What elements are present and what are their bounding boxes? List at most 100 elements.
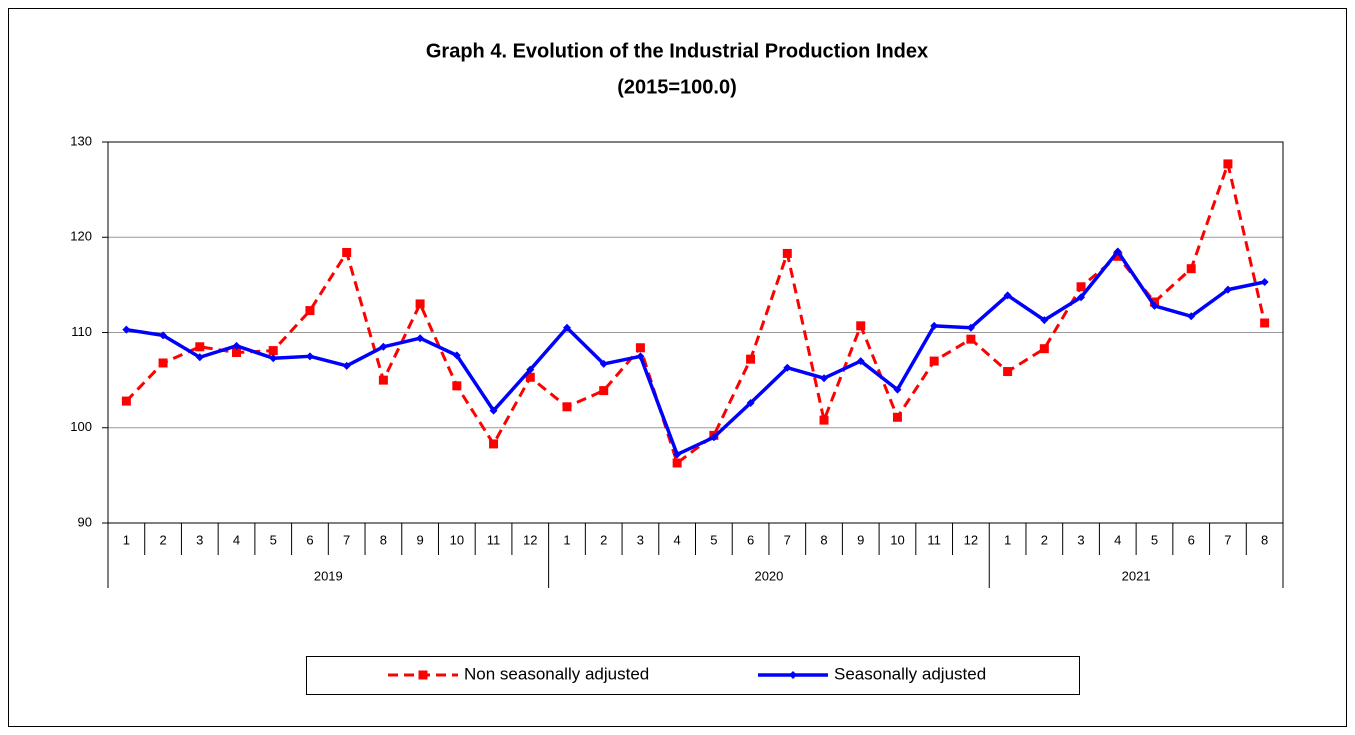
x-tick-label: 7 xyxy=(1224,532,1231,547)
data-point xyxy=(195,342,205,352)
data-point xyxy=(305,306,315,316)
x-tick-label: 6 xyxy=(306,532,313,547)
x-tick-label: 4 xyxy=(1114,532,1121,547)
x-tick-label: 8 xyxy=(820,532,827,547)
data-point xyxy=(121,396,131,406)
data-point xyxy=(966,334,976,344)
x-tick-label: 3 xyxy=(196,532,203,547)
data-point xyxy=(195,353,204,362)
data-point xyxy=(489,406,498,415)
data-point xyxy=(452,351,461,360)
data-point xyxy=(452,381,462,391)
series-line xyxy=(125,162,1267,465)
y-tick-label: 130 xyxy=(70,133,92,148)
data-point xyxy=(562,402,572,412)
data-point xyxy=(122,325,131,334)
data-point xyxy=(1113,247,1122,256)
x-tick-label: 6 xyxy=(747,532,754,547)
data-point xyxy=(1260,318,1270,328)
x-tick-label: 9 xyxy=(857,532,864,547)
x-tick-label: 8 xyxy=(1261,532,1268,547)
data-point xyxy=(746,398,755,407)
data-point xyxy=(562,323,571,332)
data-point xyxy=(709,433,718,442)
data-point xyxy=(1040,316,1049,325)
data-point xyxy=(159,331,168,340)
data-point xyxy=(1187,312,1196,321)
data-point xyxy=(1260,278,1269,287)
data-point xyxy=(232,348,242,358)
x-tick-label: 11 xyxy=(927,532,941,547)
x-tick-label: 4 xyxy=(233,532,240,547)
data-point xyxy=(966,323,975,332)
data-point xyxy=(893,385,902,394)
data-point xyxy=(525,372,535,382)
x-tick-label: 3 xyxy=(637,532,644,547)
data-point xyxy=(1223,285,1232,294)
data-point xyxy=(929,356,939,366)
series-line xyxy=(126,249,1265,457)
data-point xyxy=(672,458,682,468)
data-point xyxy=(819,415,829,425)
x-tick-label: 8 xyxy=(380,532,387,547)
data-point xyxy=(342,247,352,257)
x-tick-label: 12 xyxy=(523,532,537,547)
data-point xyxy=(1003,291,1012,300)
legend-label: Non seasonally adjusted xyxy=(464,664,649,683)
x-tick-label: 7 xyxy=(784,532,791,547)
data-point xyxy=(268,346,278,356)
data-point xyxy=(305,352,314,361)
y-tick-label: 120 xyxy=(70,229,92,244)
x-tick-label: 2 xyxy=(1041,532,1048,547)
data-point xyxy=(379,342,388,351)
legend-box xyxy=(306,656,1080,695)
x-tick-label: 3 xyxy=(1077,532,1084,547)
data-point xyxy=(892,412,902,422)
data-point xyxy=(599,386,609,396)
data-point xyxy=(636,352,645,361)
data-point xyxy=(1003,367,1013,377)
x-group-label: 2019 xyxy=(314,568,343,583)
data-point xyxy=(489,439,499,449)
legend-marker xyxy=(789,671,797,679)
x-tick-label: 7 xyxy=(343,532,350,547)
data-point xyxy=(1186,264,1196,274)
x-tick-label: 5 xyxy=(710,532,717,547)
x-tick-label: 11 xyxy=(487,532,501,547)
chart-subtitle: (2015=100.0) xyxy=(617,76,737,98)
data-point xyxy=(673,450,682,459)
chart-title: Graph 4. Evolution of the Industrial Pro… xyxy=(426,40,928,62)
x-tick-label: 2 xyxy=(159,532,166,547)
x-tick-label: 1 xyxy=(563,532,570,547)
data-point xyxy=(342,361,351,370)
data-point xyxy=(783,363,792,372)
data-point xyxy=(232,341,241,350)
data-point xyxy=(378,375,388,385)
data-point xyxy=(856,321,866,331)
data-point xyxy=(1039,344,1049,354)
data-point xyxy=(269,354,278,363)
data-point xyxy=(158,358,168,368)
x-tick-label: 5 xyxy=(1151,532,1158,547)
y-tick-label: 110 xyxy=(71,324,92,339)
data-point xyxy=(746,354,756,364)
x-tick-label: 1 xyxy=(123,532,130,547)
data-point xyxy=(856,357,865,366)
data-point xyxy=(930,321,939,330)
data-point xyxy=(416,334,425,343)
x-group-label: 2021 xyxy=(1122,568,1151,583)
data-point xyxy=(635,343,645,353)
data-point xyxy=(1076,282,1086,292)
x-tick-label: 6 xyxy=(1188,532,1195,547)
x-tick-label: 5 xyxy=(270,532,277,547)
data-point xyxy=(1150,301,1159,310)
y-tick-label: 90 xyxy=(78,514,92,529)
x-tick-label: 10 xyxy=(450,532,464,547)
x-tick-label: 4 xyxy=(674,532,681,547)
y-tick-label: 100 xyxy=(70,419,92,434)
legend-marker xyxy=(418,670,428,680)
data-point xyxy=(415,299,425,309)
x-tick-label: 12 xyxy=(964,532,978,547)
data-point xyxy=(1077,293,1086,302)
